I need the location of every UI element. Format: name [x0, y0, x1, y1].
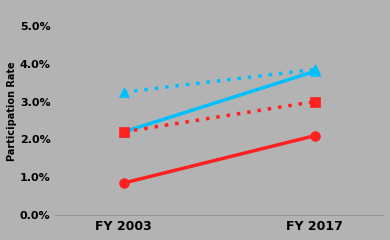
Y-axis label: Participation Rate: Participation Rate — [7, 61, 17, 161]
